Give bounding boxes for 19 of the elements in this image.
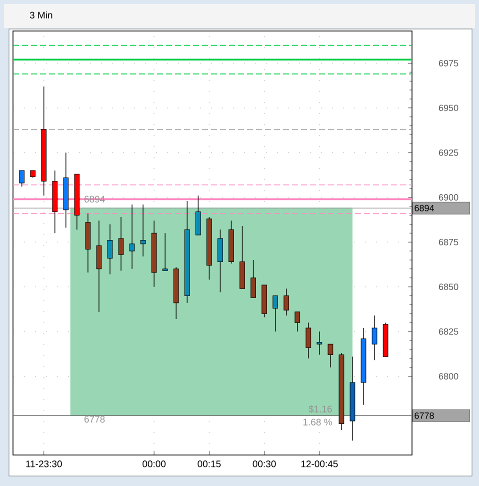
y-tick-label: 6825 bbox=[438, 328, 458, 335]
y-tick-label: 6950 bbox=[438, 104, 458, 112]
x-tick-label: 00:15 bbox=[198, 460, 221, 468]
y-tick-label: 6900 bbox=[438, 194, 458, 201]
x-tick-label: 00:00 bbox=[142, 460, 166, 468]
annotation: 1.68 % bbox=[303, 418, 332, 426]
chart-title: 3 Min bbox=[30, 12, 52, 18]
x-tick-label: 00:30 bbox=[252, 460, 276, 468]
y-tick-label: 6800 bbox=[438, 373, 458, 380]
y-tick-label: 6925 bbox=[438, 149, 458, 156]
y-tick-label: 6875 bbox=[438, 238, 458, 246]
annotation: 6778 bbox=[84, 416, 105, 423]
annotation: $1.16 bbox=[308, 405, 332, 414]
ref-line-label: 6894 bbox=[414, 204, 434, 212]
x-tick-label: 11-23:30 bbox=[26, 460, 62, 468]
y-tick-label: 6850 bbox=[438, 284, 458, 290]
y-tick-label: 6975 bbox=[438, 60, 458, 66]
ref-line-label: 6778 bbox=[414, 412, 434, 419]
x-tick-label: 12-00:45 bbox=[301, 460, 338, 468]
